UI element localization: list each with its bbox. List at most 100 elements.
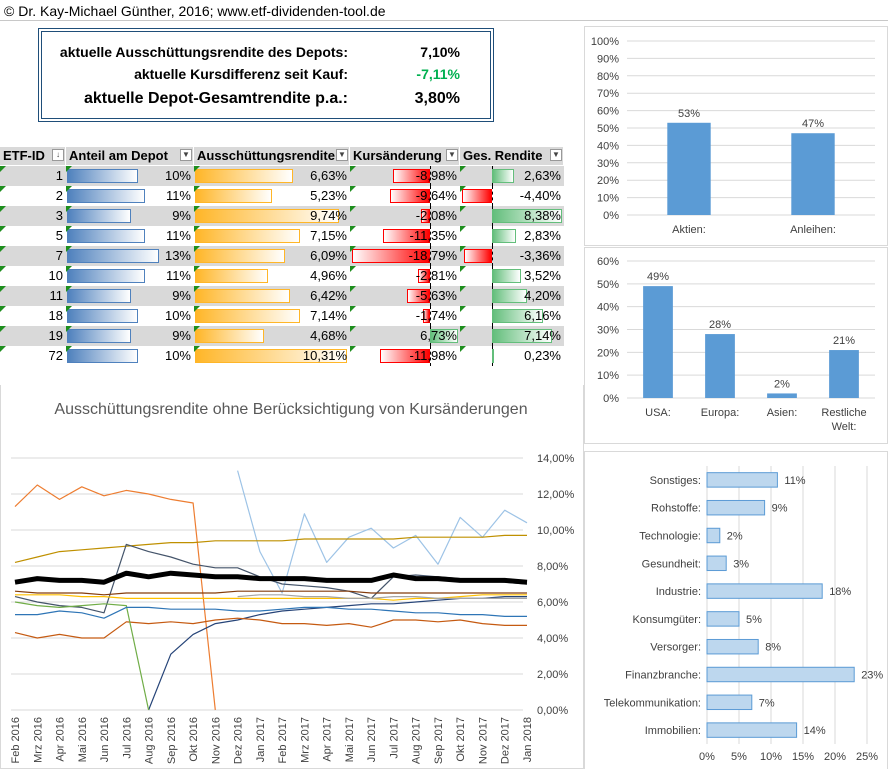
- header-etf-id-label: ETF-ID: [3, 148, 45, 163]
- ges-value: 2,63%: [524, 168, 561, 183]
- ges-bar: [492, 269, 522, 283]
- series-line: [14, 601, 150, 711]
- x-tick-label: Aug 2016: [144, 717, 156, 764]
- kurs-axis: [430, 206, 431, 226]
- cell-marker-icon: [460, 286, 466, 292]
- x-tick-label: USA:: [645, 407, 671, 419]
- header-divider: [0, 20, 888, 21]
- filter-dropdown-icon[interactable]: ▼: [446, 149, 458, 161]
- header-anteil[interactable]: Anteil am Depot ▼: [66, 147, 194, 165]
- chart-sectors[interactable]: 0% 5% 10% 15% 20% 25% 11% Sonstiges: 9% Rohstoffe…: [584, 451, 888, 769]
- header-ges-rendite-label: Ges. Rendite: [463, 148, 543, 163]
- series-line: [15, 606, 527, 619]
- kurs-axis: [430, 246, 431, 266]
- header-ges-rendite[interactable]: Ges. Rendite ▼: [460, 147, 564, 165]
- bar: [706, 694, 753, 711]
- cell-etf-id: 2: [0, 186, 66, 206]
- kurs-bar: [382, 229, 430, 243]
- chart-ausschuettung-line[interactable]: Ausschüttungsrendite ohne Berücksichtigu…: [0, 385, 584, 769]
- cell-ges-rendite: 2,63%: [460, 166, 564, 186]
- table-row: 1 10% 6,63% -8,98% 2,63%: [0, 166, 564, 186]
- filter-dropdown-icon[interactable]: ▼: [336, 149, 348, 161]
- cell-marker-icon: [0, 206, 6, 212]
- y-tick-label: 12,00%: [537, 489, 575, 501]
- cell-marker-icon: [350, 306, 356, 312]
- table-row: 3 9% 9,74% -2,08% 8,38%: [0, 206, 564, 226]
- x-tick-label: Mrz 2017: [299, 717, 311, 763]
- chart-title-line1: Ausschüttungsrendite ohne Berücksichtigu…: [54, 401, 527, 418]
- anteil-value: 9%: [172, 208, 191, 223]
- y-tick-label: 0,00%: [537, 705, 568, 717]
- anteil-bar: [67, 309, 138, 323]
- bar: [705, 334, 735, 398]
- header-ausschuettung[interactable]: Ausschüttungsrendite ▼: [194, 147, 350, 165]
- x-tick-label: Jan 2018: [522, 717, 534, 762]
- data-label: 11%: [784, 475, 805, 487]
- ges-bar: [492, 309, 544, 323]
- ausschuettung-bar: [195, 309, 301, 323]
- header-kursaenderung[interactable]: Kursänderung ▼: [350, 147, 460, 165]
- anteil-value: 13%: [164, 248, 191, 263]
- y-tick-label: 100%: [591, 36, 619, 48]
- cell-marker-icon: [350, 226, 356, 232]
- y-tick-label: 14,00%: [537, 453, 575, 465]
- cell-anteil: 13%: [66, 246, 194, 266]
- cell-marker-icon: [66, 266, 72, 272]
- filter-active-icon[interactable]: ▼: [180, 149, 192, 161]
- y-tick-label: Technologie:: [639, 531, 701, 543]
- cell-marker-icon: [460, 306, 466, 312]
- data-label: 7%: [759, 697, 775, 709]
- filter-dropdown-icon[interactable]: ↓: [52, 149, 64, 161]
- anteil-bar: [67, 249, 159, 263]
- table-row: 10 11% 4,96% -2,81% 3,52%: [0, 266, 564, 286]
- chart-asset-class[interactable]: 0% 10% 20% 30% 40% 50% 60% 70% 80% 90% 100% 53% Akti…: [584, 26, 888, 246]
- header-etf-id[interactable]: ETF-ID ↓: [0, 147, 66, 165]
- cell-etf-id: 11: [0, 286, 66, 306]
- cell-marker-icon: [460, 206, 466, 212]
- x-tick-label: Nov 2016: [210, 717, 222, 764]
- cell-ausschuettung: 4,68%: [194, 326, 350, 346]
- y-tick-label: 40%: [597, 302, 619, 314]
- kurs-value: -8,98%: [415, 168, 457, 183]
- cell-etf-id: 1: [0, 166, 66, 186]
- y-tick-label: Sonstiges:: [650, 475, 701, 487]
- x-tick-label: Feb 2017: [277, 717, 289, 763]
- y-tick-label: 60%: [597, 256, 619, 268]
- bar: [667, 122, 711, 215]
- x-tick-label: Aug 2017: [411, 717, 423, 764]
- bar: [791, 133, 835, 215]
- x-tick-label: Europa:: [701, 407, 740, 419]
- y-tick-label: 70%: [597, 88, 619, 100]
- series-line: [14, 617, 527, 639]
- data-label: 2%: [774, 378, 790, 390]
- kurs-value: -5,63%: [415, 288, 457, 303]
- x-tick-label: Jun 2016: [99, 717, 111, 762]
- x-tick-label: Asien:: [767, 407, 798, 419]
- cell-marker-icon: [460, 186, 466, 192]
- summary-box-inner: aktuelle Ausschüttungsrendite des Depots…: [41, 31, 491, 119]
- ausschuettung-value: 5,23%: [310, 188, 347, 203]
- filter-dropdown-icon[interactable]: ▼: [550, 149, 562, 161]
- cell-anteil: 9%: [66, 206, 194, 226]
- y-tick-label: Immobilien:: [645, 725, 701, 737]
- cell-anteil: 11%: [66, 266, 194, 286]
- x-tick-label: 10%: [760, 751, 782, 763]
- ausschuettung-bar: [195, 349, 347, 363]
- x-tick-label: Restliche: [821, 407, 866, 419]
- data-label: 21%: [833, 335, 855, 347]
- cell-marker-icon: [460, 226, 466, 232]
- summary-value-kursdifferenz: -7,11%: [416, 66, 460, 82]
- cell-kursaenderung: -1,74%: [350, 306, 460, 326]
- x-tick-label: Apr 2017: [322, 717, 334, 762]
- y-tick-label: 30%: [597, 325, 619, 337]
- ausschuettung-bar: [195, 209, 339, 223]
- kurs-value: -9,64%: [415, 188, 457, 203]
- chart-regions[interactable]: 0% 10% 20% 30% 40% 50% 60% 49% USA: 28% Europa: 2% A…: [584, 247, 888, 444]
- summary-label-ausschuettung: aktuelle Ausschüttungsrendite des Depots…: [59, 44, 348, 60]
- kurs-bar: [389, 189, 430, 203]
- ges-axis: [492, 246, 493, 266]
- table-row: 18 10% 7,14% -1,74% 6,16%: [0, 306, 564, 326]
- data-label: 23%: [861, 670, 883, 682]
- ges-bar: [492, 289, 528, 303]
- ges-value: -4,40%: [519, 188, 561, 203]
